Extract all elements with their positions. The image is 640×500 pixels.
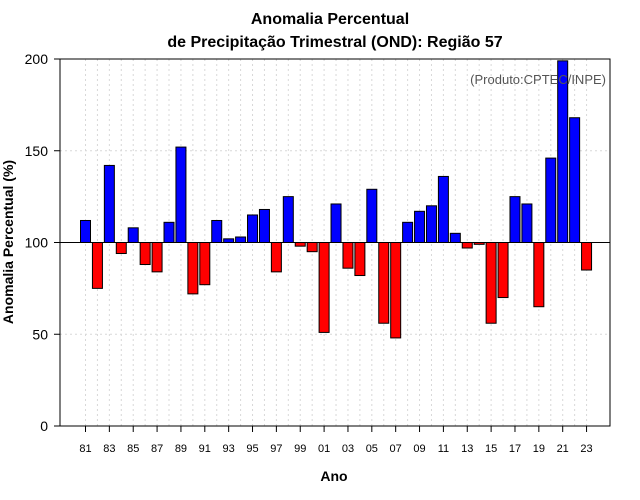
bar-04 bbox=[354, 242, 366, 277]
x-tick-label: 09 bbox=[413, 443, 425, 455]
bar-09 bbox=[414, 210, 426, 243]
bar-99 bbox=[294, 242, 306, 247]
x-tick-label: 21 bbox=[557, 443, 569, 455]
y-axis: 0 50 100 150 200 bbox=[25, 51, 60, 434]
x-tick-label: 03 bbox=[342, 443, 354, 455]
bar-83 bbox=[103, 164, 115, 243]
bar-98 bbox=[282, 196, 294, 243]
y-tick-label: 50 bbox=[32, 326, 48, 342]
bar-07 bbox=[390, 242, 402, 339]
bar-16 bbox=[497, 242, 509, 299]
x-tick-label: 95 bbox=[246, 443, 258, 455]
bar-88 bbox=[163, 221, 175, 244]
bar-11 bbox=[437, 175, 449, 243]
x-tick-label: 13 bbox=[461, 443, 473, 455]
bar-06 bbox=[378, 242, 390, 324]
bar-21 bbox=[557, 60, 569, 243]
bar-20 bbox=[545, 157, 557, 243]
y-tick-label: 100 bbox=[25, 235, 49, 251]
bar-87 bbox=[151, 242, 163, 273]
bar-00 bbox=[306, 242, 318, 253]
x-axis: 81 83 85 87 89 91 93 95 97 99 01 03 05 07 09 11 13 15 17 19… bbox=[79, 426, 593, 455]
bar-89 bbox=[175, 146, 187, 243]
y-tick-label: 0 bbox=[40, 418, 48, 434]
chart-subtitle: de Precipitação Trimestral (OND): Região… bbox=[167, 34, 502, 51]
bar-19 bbox=[533, 242, 545, 308]
bar-90 bbox=[187, 242, 199, 295]
bar-97 bbox=[270, 242, 282, 273]
bar-02 bbox=[330, 203, 342, 243]
bar-82 bbox=[91, 242, 103, 289]
x-tick-label: 23 bbox=[580, 443, 592, 455]
x-tick-label: 97 bbox=[270, 443, 282, 455]
bar-17 bbox=[509, 196, 521, 243]
bar-01 bbox=[318, 242, 330, 333]
x-tick-label: 19 bbox=[533, 443, 545, 455]
x-tick-label: 93 bbox=[223, 443, 235, 455]
bar-12 bbox=[449, 232, 461, 243]
x-tick-label: 87 bbox=[151, 443, 163, 455]
chart-title: Anomalia Percentual bbox=[251, 11, 409, 28]
bar-93 bbox=[223, 238, 235, 244]
credit-label: (Produto:CPTEC/INPE) bbox=[470, 72, 606, 87]
bar-03 bbox=[342, 242, 354, 269]
bar-23 bbox=[581, 242, 593, 271]
x-axis-label: Ano bbox=[320, 468, 347, 484]
x-tick-label: 11 bbox=[438, 443, 449, 455]
x-tick-label: 17 bbox=[509, 443, 521, 455]
bar-81 bbox=[80, 219, 91, 243]
bar-85 bbox=[127, 227, 139, 244]
bar-84 bbox=[115, 242, 127, 255]
x-tick-label: 81 bbox=[79, 443, 91, 455]
bar-95 bbox=[247, 214, 259, 244]
bar-22 bbox=[569, 117, 581, 243]
bar-18 bbox=[521, 203, 533, 243]
y-tick-label: 150 bbox=[25, 143, 49, 159]
x-tick-label: 99 bbox=[294, 443, 306, 455]
bar-86 bbox=[139, 242, 151, 266]
x-tick-label: 15 bbox=[485, 443, 497, 455]
bar-92 bbox=[211, 219, 223, 243]
x-tick-label: 89 bbox=[175, 443, 187, 455]
x-tick-label: 01 bbox=[318, 443, 330, 455]
bar-10 bbox=[425, 205, 437, 244]
y-tick-label: 200 bbox=[25, 51, 49, 67]
bar-05 bbox=[366, 188, 378, 244]
x-tick-label: 83 bbox=[103, 443, 115, 455]
x-tick-label: 85 bbox=[127, 443, 139, 455]
bar-96 bbox=[258, 208, 270, 243]
x-tick-label: 05 bbox=[366, 443, 378, 455]
bar-15 bbox=[485, 242, 497, 324]
bars-layer bbox=[80, 60, 593, 339]
y-axis-label: Anomalia Percentual (%) bbox=[0, 160, 16, 324]
bar-08 bbox=[402, 221, 414, 244]
x-tick-label: 91 bbox=[199, 443, 211, 455]
x-tick-label: 07 bbox=[390, 443, 402, 455]
bar-94 bbox=[235, 236, 247, 243]
bar-91 bbox=[199, 242, 211, 286]
bar-13 bbox=[461, 242, 473, 249]
